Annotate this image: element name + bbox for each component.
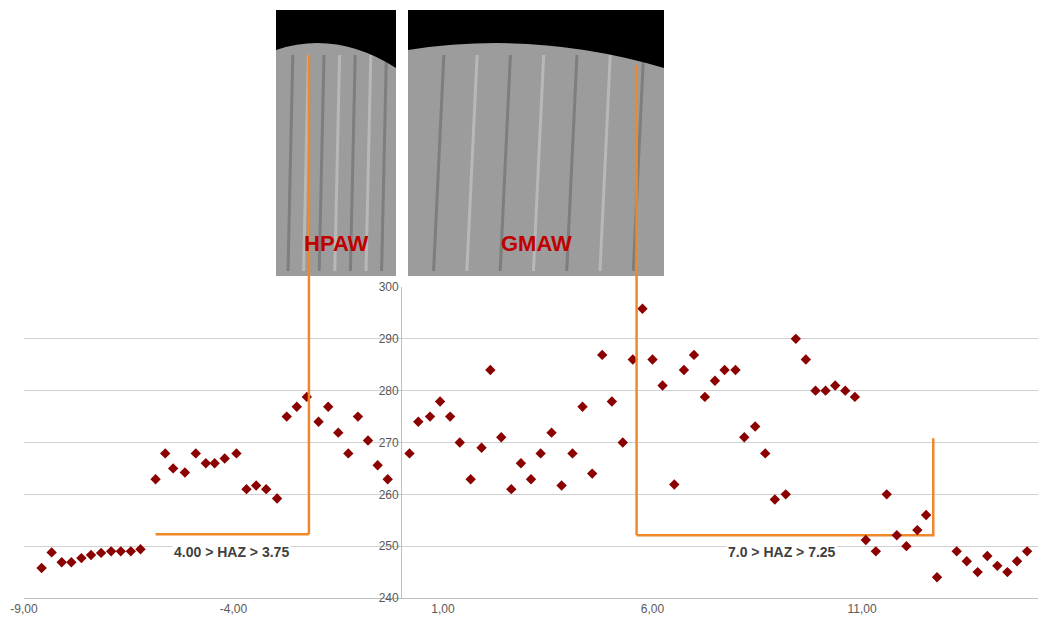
svg-text:HPAW: HPAW [304, 231, 369, 256]
svg-text:-9,00: -9,00 [10, 602, 38, 616]
svg-text:7.0 > HAZ > 7.25: 7.0 > HAZ > 7.25 [728, 544, 836, 560]
svg-text:-4,00: -4,00 [220, 602, 248, 616]
svg-text:250: 250 [379, 539, 399, 553]
svg-text:260: 260 [379, 488, 399, 502]
svg-text:6,00: 6,00 [641, 602, 665, 616]
svg-text:290: 290 [379, 332, 399, 346]
svg-text:270: 270 [379, 436, 399, 450]
svg-text:4.00 > HAZ > 3.75: 4.00 > HAZ > 3.75 [174, 544, 289, 560]
svg-text:280: 280 [379, 384, 399, 398]
svg-text:11,00: 11,00 [847, 602, 876, 616]
svg-text:GMAW: GMAW [501, 231, 572, 256]
svg-text:240: 240 [379, 591, 399, 605]
svg-text:300: 300 [379, 280, 399, 294]
svg-text:1,00: 1,00 [431, 602, 455, 616]
